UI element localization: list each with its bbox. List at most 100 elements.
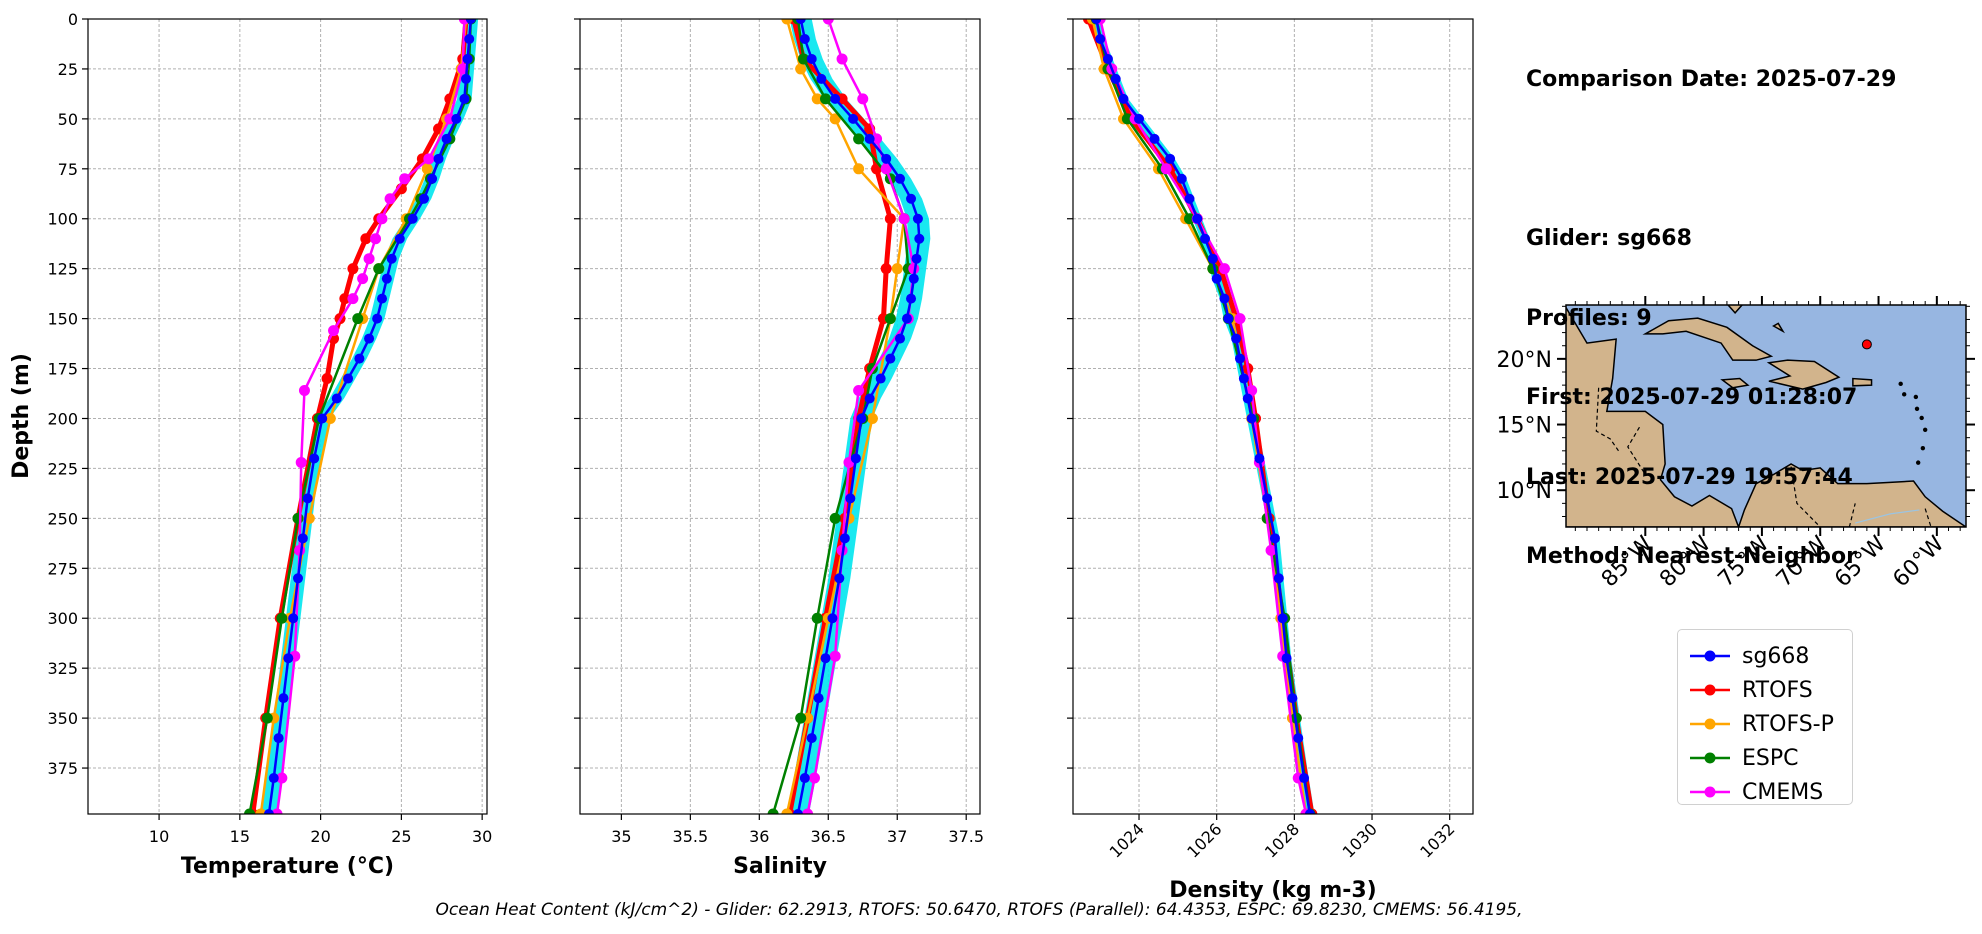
data-point-cmems xyxy=(271,808,283,814)
legend-item-sg668: sg668 xyxy=(1688,639,1809,673)
island xyxy=(1901,392,1907,397)
data-point-espc xyxy=(373,263,385,275)
legend-swatch xyxy=(1690,650,1730,662)
x-tick-label: 20 xyxy=(310,827,330,846)
data-point-rtofs-p xyxy=(255,808,267,814)
data-point-sg668 xyxy=(377,293,387,304)
grid xyxy=(1073,18,1473,814)
data-point-sg668 xyxy=(875,373,886,384)
data-point-sg668 xyxy=(1273,573,1284,584)
y-axis-label: Depth (m) xyxy=(9,353,34,479)
glider-spread xyxy=(261,19,479,814)
legend-item-rtofs-p: RTOFS-P xyxy=(1688,707,1834,741)
legend-label: ESPC xyxy=(1742,745,1799,771)
y-tick-label: 100 xyxy=(47,210,78,229)
method: Method: Nearest-Neighbor xyxy=(1526,544,1857,569)
x-tick-label: 15 xyxy=(230,827,250,846)
temperature-panel: 10 15 20 25 30025507510012515017520022525027… xyxy=(9,10,492,879)
bahamas xyxy=(1727,305,1744,315)
border-line xyxy=(1627,426,1646,475)
data-point-espc xyxy=(795,712,807,724)
jamaica xyxy=(1720,377,1750,389)
data-point-rtofs-p xyxy=(421,163,433,175)
data-point-sg668 xyxy=(317,413,328,424)
data-point-sg668 xyxy=(1184,193,1195,204)
data-point-sg668 xyxy=(459,93,470,104)
data-point-sg668 xyxy=(407,213,418,224)
data-point-cmems xyxy=(853,385,865,397)
axes-frame xyxy=(579,18,981,815)
comparison-date: Comparison Date: 2025-07-29 xyxy=(1526,67,1897,92)
data-point-sg668 xyxy=(806,53,817,64)
data-point-cmems xyxy=(829,650,841,662)
data-point-sg668 xyxy=(795,19,806,24)
data-point-sg668 xyxy=(343,373,354,384)
data-point-sg668 xyxy=(1223,313,1234,324)
data-point-sg668 xyxy=(816,73,827,84)
data-point-sg668 xyxy=(911,253,922,264)
data-point-sg668 xyxy=(1207,253,1218,264)
y-tick-label: 75 xyxy=(58,160,78,179)
data-point-cmems xyxy=(295,456,307,468)
x-tick-label: 35 xyxy=(611,827,631,846)
data-point-espc xyxy=(352,313,364,325)
y-tick-label: 175 xyxy=(47,360,78,379)
data-point-sg668 xyxy=(799,773,810,784)
data-point-sg668 xyxy=(1246,413,1257,424)
data-point-sg668 xyxy=(1102,53,1113,64)
data-point-sg668 xyxy=(906,293,917,304)
series-line-rtofs-p xyxy=(259,19,468,814)
legend-label: sg668 xyxy=(1742,643,1810,669)
axes-frame xyxy=(1072,18,1474,815)
data-point-cmems xyxy=(1218,263,1230,275)
data-point-rtofs-p xyxy=(781,808,793,814)
data-point-sg668 xyxy=(1095,33,1106,44)
data-point-sg668 xyxy=(806,733,817,744)
data-point-cmems xyxy=(298,385,310,397)
data-point-sg668 xyxy=(1192,213,1203,224)
data-point-sg668 xyxy=(895,333,905,344)
data-point-sg668 xyxy=(1254,453,1265,464)
x-tick-label: 36 xyxy=(749,827,769,846)
grid xyxy=(580,18,980,814)
data-point-rtofs xyxy=(880,263,892,275)
legend-swatch xyxy=(1690,718,1730,730)
data-point-sg668 xyxy=(1293,733,1304,744)
y-tick-label: 200 xyxy=(47,409,78,428)
island xyxy=(1919,415,1924,421)
data-point-rtofs-p xyxy=(811,93,823,105)
x-tick-label: 25 xyxy=(391,827,411,846)
data-point-cmems xyxy=(276,772,288,784)
data-point-espc xyxy=(244,808,256,814)
data-point-sg668 xyxy=(354,353,365,364)
border-line xyxy=(1790,466,1821,527)
x-axis-label: Temperature (°C) xyxy=(181,854,394,879)
series-line-rtofs-p xyxy=(1091,19,1308,814)
data-point-sg668 xyxy=(813,693,824,704)
data-point-sg668 xyxy=(864,133,875,144)
glider-name: Glider: sg668 xyxy=(1526,226,1692,251)
legend-item-rtofs: RTOFS xyxy=(1688,673,1813,707)
data-point-sg668 xyxy=(394,233,405,244)
series-line-espc xyxy=(1095,19,1312,814)
data-point-sg668 xyxy=(914,233,925,244)
data-point-sg668 xyxy=(381,273,392,284)
data-point-sg668 xyxy=(302,493,313,504)
data-point-cmems xyxy=(376,213,388,225)
data-point-espc xyxy=(797,53,809,65)
cuba xyxy=(1642,317,1774,361)
data-point-sg668 xyxy=(419,193,429,204)
data-point-cmems xyxy=(822,19,834,25)
data-point-sg668 xyxy=(288,613,299,624)
data-point-espc xyxy=(767,808,779,814)
data-point-cmems xyxy=(357,273,369,285)
x-tick-label: 36.5 xyxy=(810,827,846,846)
y-tick-label: 150 xyxy=(47,310,78,329)
data-point-sg668 xyxy=(1262,493,1273,504)
data-point-sg668 xyxy=(451,113,462,124)
x-tick-label: 30 xyxy=(472,827,492,846)
data-point-sg668 xyxy=(850,453,861,464)
data-point-cmems xyxy=(836,53,848,65)
data-point-sg668 xyxy=(864,393,875,404)
data-point-rtofs-p xyxy=(781,19,793,25)
